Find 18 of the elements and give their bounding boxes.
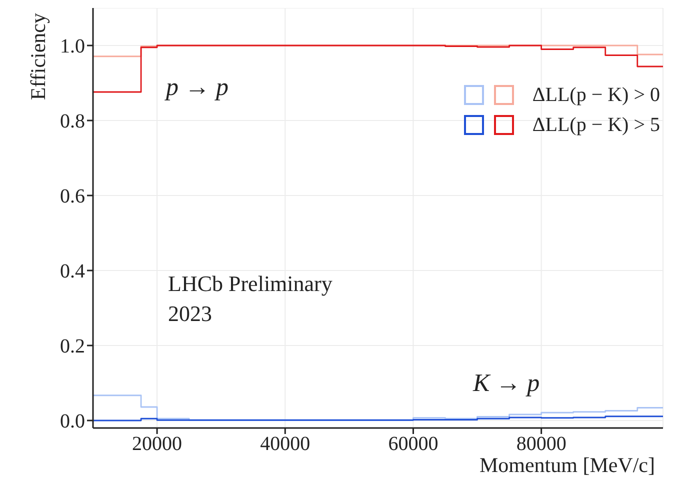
legend-label: ΔLL(p − K) > 5 [532, 114, 660, 136]
y-axis-title: Efficiency [26, 12, 50, 100]
x-axis-title: Momentum [MeV/c] [479, 453, 655, 477]
y-tick-label: 0.0 [60, 410, 85, 433]
y-tick-label: 1.0 [60, 36, 85, 58]
annotation: K → p [473, 370, 540, 398]
y-tick-label: 0.8 [60, 110, 85, 133]
annotation: 2023 [168, 300, 212, 328]
annotation: p → p [166, 74, 228, 102]
x-tick-label: 40000 [260, 433, 310, 456]
y-tick-label: 0.2 [60, 336, 85, 358]
legend-label: ΔLL(p − K) > 0 [532, 84, 660, 106]
annotation: LHCb Preliminary [168, 270, 332, 298]
y-tick-label: 0.4 [60, 260, 85, 283]
x-tick-label: 20000 [132, 433, 182, 456]
x-tick-label: 60000 [388, 433, 438, 456]
y-tick-label: 0.6 [60, 186, 85, 208]
x-tick-label: 80000 [516, 433, 566, 456]
